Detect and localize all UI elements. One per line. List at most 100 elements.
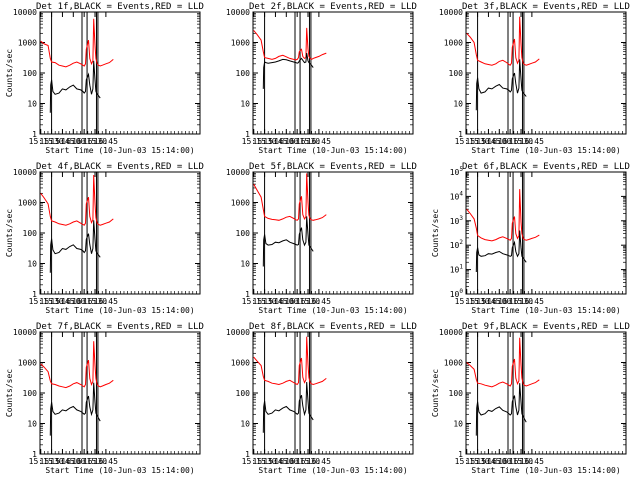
y-tick-label: 10 xyxy=(27,100,37,109)
series-lld-line xyxy=(253,173,327,221)
x-tick-label: 16:30 xyxy=(509,137,533,146)
plot-frame xyxy=(39,11,201,135)
y-axis-label: Counts/sec xyxy=(5,369,14,417)
x-tick-label: 16:15 xyxy=(72,457,96,466)
x-tick-label: 15:30 xyxy=(40,457,64,466)
x-tick-label: 15:30 xyxy=(40,137,64,146)
panel-title: Det 4f,BLACK = Events,RED = LLD xyxy=(36,162,204,172)
x-tick-label: 16:00 xyxy=(487,297,511,306)
y-tick-label: 100 xyxy=(449,69,464,78)
y-tick-label: 100 xyxy=(449,389,464,398)
panel-title: Det 3f,BLACK = Events,RED = LLD xyxy=(462,2,630,12)
x-tick-label: 16:15 xyxy=(285,297,309,306)
y-tick-label: 1 xyxy=(458,130,463,139)
x-axis-label: Start Time (10-Jun-03 15:14:00) xyxy=(471,146,620,155)
x-tick-label: 15:30 xyxy=(466,297,490,306)
series-events-line xyxy=(475,383,527,436)
panel-det-8: Det 8f,BLACK = Events,RED = LLD 1 10 100 100… xyxy=(226,322,417,475)
y-tick-label: 10 xyxy=(27,260,37,269)
series-events-line xyxy=(262,53,314,89)
x-tick-label: 15:15 xyxy=(29,137,53,146)
series-lld-line xyxy=(466,337,540,388)
y-tick-label: 10000 xyxy=(13,8,37,17)
x-tick-label: 16:45 xyxy=(94,457,118,466)
y-tick-label: 1 xyxy=(32,290,37,299)
x-axis-label: Start Time (10-Jun-03 15:14:00) xyxy=(258,146,407,155)
series-events-line xyxy=(49,60,101,113)
y-tick-label: 1 xyxy=(245,130,250,139)
plot-frame xyxy=(39,331,201,455)
x-axis-label: Start Time (10-Jun-03 15:14:00) xyxy=(471,306,620,315)
panel-title: Det 7f,BLACK = Events,RED = LLD xyxy=(36,322,204,332)
panel-det-5: Det 5f,BLACK = Events,RED = LLD 1 10 100 100… xyxy=(226,162,417,315)
panel-det-7: Det 7f,BLACK = Events,RED = LLD 1 10 100 100… xyxy=(5,322,204,475)
x-tick-label: 15:45 xyxy=(476,457,500,466)
x-tick-label: 15:45 xyxy=(50,297,74,306)
y-tick-label: 1 xyxy=(32,450,37,459)
x-tick-label: 16:00 xyxy=(274,457,298,466)
panel-title: Det 9f,BLACK = Events,RED = LLD xyxy=(462,322,630,332)
panel-det-1: Det 1f,BLACK = Events,RED = LLD 1 10 100 100… xyxy=(5,2,204,155)
y-tick-label: 100 xyxy=(236,229,251,238)
series-lld-line xyxy=(40,341,114,389)
x-tick-label: 15:15 xyxy=(455,137,479,146)
x-tick-label: 16:30 xyxy=(509,457,533,466)
x-axis-label: Start Time (10-Jun-03 15:14:00) xyxy=(258,306,407,315)
plot-frame xyxy=(465,11,627,135)
x-tick-label: 15:30 xyxy=(466,137,490,146)
series-lld-line xyxy=(253,336,327,386)
y-tick-label: 103 xyxy=(450,215,464,226)
y-tick-label: 10 xyxy=(453,100,463,109)
x-tick-label: 15:15 xyxy=(455,297,479,306)
panel-title: Det 6f,BLACK = Events,RED = LLD xyxy=(462,162,630,172)
series-lld-line xyxy=(40,174,114,226)
x-tick-label: 16:45 xyxy=(94,137,118,146)
plot-frame xyxy=(465,331,627,455)
plot-frame xyxy=(252,171,414,295)
x-tick-label: 16:00 xyxy=(487,137,511,146)
x-tick-label: 16:45 xyxy=(520,137,544,146)
y-tick-label: 1000 xyxy=(18,39,37,48)
y-tick-label: 10 xyxy=(27,420,37,429)
y-tick-label: 10000 xyxy=(13,168,37,177)
y-tick-label: 1000 xyxy=(231,39,250,48)
x-tick-label: 16:15 xyxy=(285,137,309,146)
x-tick-label: 15:45 xyxy=(50,137,74,146)
x-tick-label: 16:00 xyxy=(487,457,511,466)
series-events-line xyxy=(49,382,101,436)
x-tick-label: 15:30 xyxy=(466,457,490,466)
y-axis-label: Counts/sec xyxy=(5,49,14,97)
y-tick-label: 10000 xyxy=(226,168,250,177)
y-tick-label: 10000 xyxy=(439,328,463,337)
x-tick-label: 15:15 xyxy=(455,457,479,466)
y-tick-label: 1000 xyxy=(444,39,463,48)
y-tick-label: 1000 xyxy=(18,199,37,208)
y-tick-label: 1000 xyxy=(231,359,250,368)
x-tick-label: 16:15 xyxy=(72,297,96,306)
plot-frame xyxy=(252,331,414,455)
x-tick-label: 16:00 xyxy=(274,297,298,306)
x-axis-label: Start Time (10-Jun-03 15:14:00) xyxy=(258,466,407,475)
x-tick-label: 16:00 xyxy=(274,137,298,146)
y-axis-label: Counts/sec xyxy=(5,209,14,257)
y-tick-label: 100 xyxy=(236,389,251,398)
x-tick-label: 16:30 xyxy=(296,137,320,146)
y-tick-label: 1 xyxy=(32,130,37,139)
x-tick-label: 15:45 xyxy=(50,457,74,466)
y-tick-label: 101 xyxy=(450,264,464,275)
plot-frame xyxy=(39,171,201,295)
x-tick-label: 15:15 xyxy=(242,137,266,146)
panel-det-6: Det 6f,BLACK = Events,RED = LLD 100 101 102… xyxy=(431,162,630,315)
y-tick-label: 100 xyxy=(236,69,251,78)
x-tick-label: 16:45 xyxy=(94,297,118,306)
x-tick-label: 15:45 xyxy=(476,297,500,306)
x-tick-label: 16:30 xyxy=(83,137,107,146)
x-tick-label: 16:30 xyxy=(509,297,533,306)
x-tick-label: 16:15 xyxy=(72,137,96,146)
series-events-line xyxy=(262,381,314,433)
x-tick-label: 16:00 xyxy=(61,137,85,146)
y-tick-label: 1 xyxy=(458,450,463,459)
y-tick-label: 1000 xyxy=(444,359,463,368)
y-tick-label: 10000 xyxy=(226,8,250,17)
